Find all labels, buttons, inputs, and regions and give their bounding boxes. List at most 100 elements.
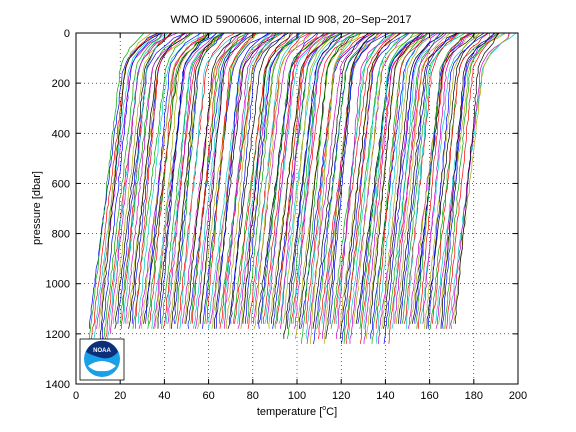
x-tick-label: 40 (158, 390, 170, 402)
profile-line (406, 33, 461, 329)
profile-line (237, 33, 301, 324)
profile-line (388, 33, 458, 344)
profile-line (262, 33, 319, 324)
profile-line (400, 33, 460, 324)
profile-line (329, 33, 390, 324)
y-tick-label: 800 (52, 229, 70, 241)
profile-line (135, 33, 184, 329)
profile-line (89, 33, 145, 339)
x-axis-label-degree: o (322, 405, 326, 412)
profile-line (165, 33, 222, 324)
y-axis-label: pressure [dbar] (31, 171, 43, 245)
profile-line (310, 33, 361, 344)
profile-line (353, 33, 421, 324)
profile-line (103, 33, 163, 340)
profile-line (412, 33, 475, 324)
profile-line (167, 33, 225, 324)
profile-line (409, 33, 479, 324)
profile-line (159, 33, 218, 324)
profile-line (154, 33, 207, 329)
profile-line (137, 33, 199, 324)
profile-line (440, 33, 496, 329)
profile-line (185, 33, 243, 324)
x-axis-label-main: temperature [ (257, 406, 322, 418)
profile-line (348, 33, 410, 339)
noaa-logo-top (86, 340, 118, 359)
profile-line (318, 33, 383, 339)
profile-line (234, 33, 294, 324)
x-tick-label: 180 (465, 390, 483, 402)
profile-line (345, 33, 400, 344)
y-tick-label: 400 (52, 128, 70, 140)
profile-line (294, 33, 351, 329)
profile-line (215, 33, 270, 329)
profile-line (214, 33, 277, 329)
profile-line (227, 33, 289, 329)
x-tick-label: 140 (376, 390, 394, 402)
profile-line (363, 33, 422, 329)
profile-line (266, 33, 329, 324)
profile-line (252, 33, 312, 324)
profile-line (207, 33, 272, 329)
profile-line (187, 33, 249, 329)
profile-line (149, 33, 204, 324)
profile-line (422, 33, 474, 324)
noaa-logo-bird (88, 361, 116, 372)
profile-line (202, 33, 272, 329)
profile-line (162, 33, 225, 329)
profile-line (211, 33, 276, 329)
profile-line (246, 33, 301, 324)
x-tick-label: 200 (509, 390, 527, 402)
profile-line (375, 33, 429, 329)
profile-line (287, 33, 342, 329)
chart-title: WMO ID 5900606, internal ID 908, 20−Sep−… (171, 14, 412, 26)
y-tick-label: 1400 (46, 379, 70, 391)
profile-line (99, 33, 163, 339)
y-tick-label: 200 (52, 78, 70, 90)
x-tick-labels: 0 20 40 60 80 100 120 140 160 180 200 (73, 390, 527, 402)
profile-line (128, 33, 192, 329)
profile-line (420, 33, 481, 324)
x-tick-label: 20 (114, 390, 126, 402)
profile-line (101, 33, 160, 339)
profile-line (371, 33, 429, 344)
profile-line (245, 33, 299, 324)
profile-line (325, 33, 377, 339)
y-tick-label: 600 (52, 178, 70, 190)
profile-line (418, 33, 470, 329)
profile-series (88, 33, 517, 344)
profile-line (279, 33, 336, 329)
profile-line (444, 33, 500, 329)
profile-line (401, 33, 466, 324)
profile-line (123, 33, 169, 324)
profile-line (230, 33, 286, 324)
profile-line (305, 33, 372, 324)
x-tick-label: 120 (332, 390, 350, 402)
y-tick-label: 1200 (46, 329, 70, 341)
profile-line (270, 33, 342, 324)
profile-line (276, 33, 329, 324)
profile-line (301, 33, 356, 344)
profile-line (395, 33, 451, 324)
profile-line (191, 33, 247, 324)
profile-line (199, 33, 256, 324)
profile-line (141, 33, 214, 329)
profile-line (363, 33, 425, 344)
profile-line (454, 33, 499, 324)
y-tick-labels: 0 200 400 600 800 1000 1200 1400 (46, 28, 70, 391)
profile-line (453, 33, 511, 324)
profile-line (114, 33, 173, 329)
profile-line (223, 33, 274, 329)
profile-line (253, 33, 313, 329)
profile-line (175, 33, 224, 324)
profile-line (398, 33, 458, 324)
profile-line (251, 33, 301, 324)
profile-line (383, 33, 441, 344)
profile-line (112, 33, 173, 324)
profile-line (210, 33, 281, 324)
profile-line (110, 33, 178, 334)
profile-line (257, 33, 325, 324)
x-tick-label: 100 (288, 390, 306, 402)
profile-line (221, 33, 282, 324)
